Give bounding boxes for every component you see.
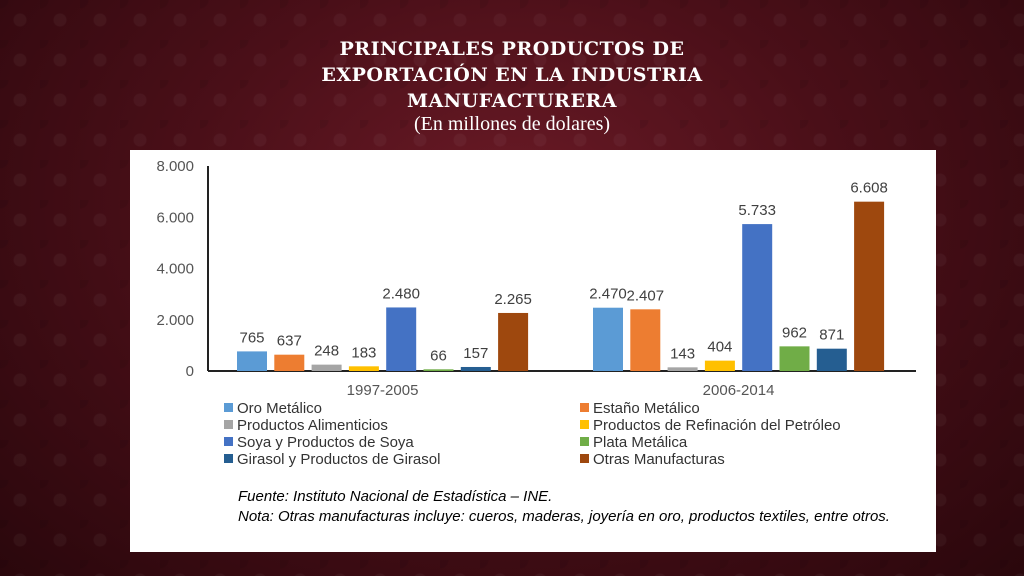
legend-item: Productos Alimenticios xyxy=(224,417,388,434)
legend-label: Soya y Productos de Soya xyxy=(237,434,414,451)
bar xyxy=(630,309,661,371)
slide-subtitle: (En millones de dolares) xyxy=(413,113,611,135)
bar xyxy=(779,346,810,371)
y-tick-label: 8.000 xyxy=(156,158,194,175)
bar xyxy=(311,364,342,371)
legend-item: Otras Manufacturas xyxy=(580,451,725,468)
data-label: 2.480 xyxy=(382,285,420,302)
data-label: 2.265 xyxy=(494,291,532,308)
bar xyxy=(854,201,885,371)
data-label: 871 xyxy=(819,327,844,344)
data-label: 157 xyxy=(463,345,488,362)
legend-label: Estaño Metálico xyxy=(593,400,700,417)
legend-label: Oro Metálico xyxy=(237,400,323,417)
legend-label: Productos Alimenticios xyxy=(237,417,388,434)
legend-label: Otras Manufacturas xyxy=(593,451,725,468)
data-label: 6.608 xyxy=(850,180,888,197)
y-tick-label: 0 xyxy=(186,363,194,380)
source-text: Fuente: Instituto Nacional de Estadístic… xyxy=(238,488,553,505)
legend-item: Estaño Metálico xyxy=(580,400,700,417)
data-label: 765 xyxy=(239,329,264,346)
bar xyxy=(423,369,454,371)
legend-swatch xyxy=(580,437,589,446)
legend-item: Girasol y Productos de Girasol xyxy=(224,451,440,468)
legend-swatch xyxy=(224,437,233,446)
bar xyxy=(704,360,735,371)
bar xyxy=(237,351,267,371)
x-tick-label: 2006-2014 xyxy=(703,382,775,399)
data-label: 637 xyxy=(277,333,302,350)
title-line-3: MANUFACTURERA xyxy=(407,90,617,112)
bar xyxy=(742,224,773,371)
legend-swatch xyxy=(580,403,589,412)
note-text: Nota: Otras manufacturas incluye: cueros… xyxy=(238,508,890,525)
data-label: 183 xyxy=(351,344,376,361)
bar xyxy=(498,312,529,371)
legend-swatch xyxy=(224,454,233,463)
bar xyxy=(593,307,623,371)
data-label: 248 xyxy=(314,343,339,360)
legend-item: Productos de Refinación del Petróleo xyxy=(580,417,841,434)
data-label: 2.407 xyxy=(627,287,665,304)
legend-label: Girasol y Productos de Girasol xyxy=(237,451,441,468)
bar xyxy=(348,366,379,371)
legend-item: Oro Metálico xyxy=(224,400,322,417)
bar xyxy=(816,348,847,371)
legend-item: Soya y Productos de Soya xyxy=(224,434,414,451)
bar xyxy=(386,307,417,371)
y-tick-label: 2.000 xyxy=(156,312,194,329)
legend-label: Plata Metálica xyxy=(593,434,688,451)
x-tick-label: 1997-2005 xyxy=(347,382,419,399)
data-label: 2.470 xyxy=(589,286,627,303)
bar xyxy=(667,367,698,371)
bar xyxy=(274,354,305,371)
footnote: Fuente: Instituto Nacional de Estadístic… xyxy=(238,487,928,527)
chart-panel: 0 2.000 4.000 6.000 8.000 765 637 248 183 2.480 66… xyxy=(130,150,936,552)
title-line-2: EXPORTACIÓN EN LA INDUSTRIA xyxy=(321,64,703,86)
slide-title: PRINCIPALES PRODUCTOS DE EXPORTACIÓN EN … xyxy=(0,36,1024,114)
bar xyxy=(460,366,491,371)
data-label: 962 xyxy=(782,324,807,341)
data-label: 404 xyxy=(707,339,732,356)
legend-item: Plata Metálica xyxy=(580,434,687,451)
legend-swatch xyxy=(224,403,233,412)
legend-swatch xyxy=(580,420,589,429)
data-label: 66 xyxy=(430,347,447,364)
data-label: 143 xyxy=(670,345,695,362)
bar-chart: 0 2.000 4.000 6.000 8.000 765 637 248 183 2.480 66… xyxy=(156,158,916,399)
data-label: 5.733 xyxy=(738,202,776,219)
title-line-1: PRINCIPALES PRODUCTOS DE xyxy=(339,38,685,60)
legend-label: Productos de Refinación del Petróleo xyxy=(593,417,841,434)
legend-swatch xyxy=(580,454,589,463)
legend-swatch xyxy=(224,420,233,429)
y-tick-label: 4.000 xyxy=(156,261,194,278)
y-tick-label: 6.000 xyxy=(156,209,194,226)
